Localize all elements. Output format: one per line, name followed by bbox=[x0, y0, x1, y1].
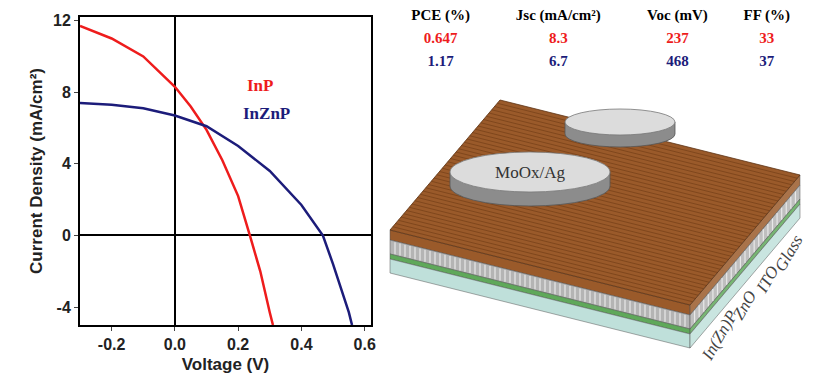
html-text:Jsc (mA/cm²): Jsc (mA/cm²) bbox=[515, 7, 601, 23]
svg-text:0: 0 bbox=[62, 227, 71, 244]
html-text:FF (%): FF (%) bbox=[743, 7, 791, 23]
svg-text:-0.2: -0.2 bbox=[98, 336, 126, 353]
html-text:6.7: 6.7 bbox=[548, 53, 568, 69]
svg-text:-4: -4 bbox=[57, 299, 71, 316]
svg-text:Voltage (V): Voltage (V) bbox=[182, 355, 270, 374]
html-text:Voc (mV): Voc (mV) bbox=[647, 7, 708, 23]
svg-text:0.2: 0.2 bbox=[227, 336, 249, 353]
html-text:0.647: 0.647 bbox=[423, 30, 458, 46]
svg-text:0.4: 0.4 bbox=[290, 336, 312, 353]
svg-text:MoOx/Ag: MoOx/Ag bbox=[495, 163, 565, 182]
svg-text:4: 4 bbox=[62, 155, 71, 172]
html-text:8.3: 8.3 bbox=[548, 30, 568, 46]
svg-text:In(Zn)P: In(Zn)P bbox=[697, 307, 742, 364]
svg-text:8: 8 bbox=[62, 84, 71, 101]
svg-text:0.0: 0.0 bbox=[164, 336, 186, 353]
html-text:237: 237 bbox=[666, 30, 689, 46]
html-text:PCE (%): PCE (%) bbox=[411, 7, 470, 23]
html-text:1.17: 1.17 bbox=[427, 53, 454, 69]
svg-text:12: 12 bbox=[53, 12, 71, 29]
html-text:33: 33 bbox=[759, 30, 775, 46]
svg-text:InP: InP bbox=[247, 76, 273, 95]
svg-text:0.6: 0.6 bbox=[354, 336, 376, 353]
svg-text:Glass: Glass bbox=[771, 231, 807, 274]
html-text:37: 37 bbox=[759, 53, 775, 69]
svg-text:ZnO: ZnO bbox=[729, 287, 761, 323]
svg-text:InZnP: InZnP bbox=[243, 104, 290, 123]
html-text:468: 468 bbox=[666, 53, 689, 69]
svg-text:Current Density (mA/cm²): Current Density (mA/cm²) bbox=[27, 68, 46, 274]
svg-text:ITO: ITO bbox=[752, 262, 783, 296]
